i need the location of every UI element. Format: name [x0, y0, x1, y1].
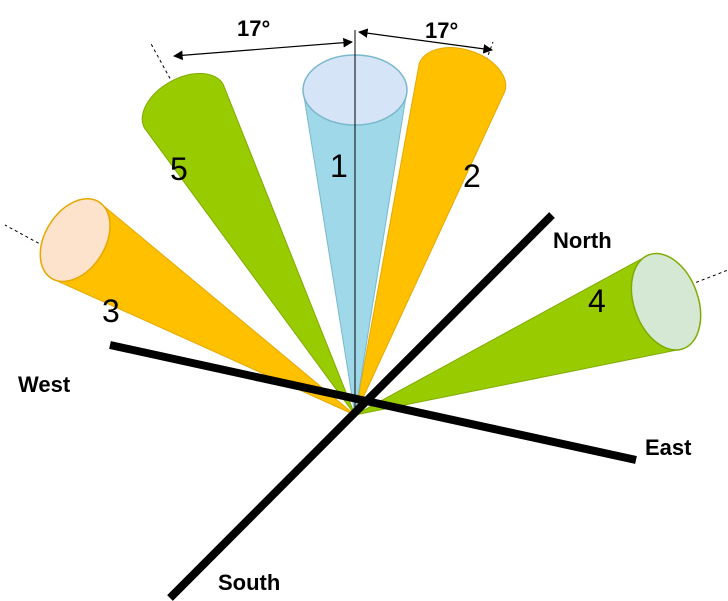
- cone-label: 3: [102, 293, 120, 329]
- direction-label: East: [645, 435, 692, 460]
- cone-4: [354, 252, 702, 416]
- cone-label: 1: [330, 148, 348, 184]
- direction-label: West: [18, 372, 71, 397]
- angle-arrow: [173, 37, 353, 61]
- angle-label: 17°: [425, 18, 458, 43]
- direction-label: South: [218, 570, 280, 595]
- angle-arrow: [358, 28, 493, 54]
- direction-label: North: [553, 228, 612, 253]
- cone-label: 4: [588, 283, 606, 319]
- west-east-axis: [109, 341, 637, 464]
- cone-5: [141, 72, 356, 416]
- cone-3: [39, 198, 356, 416]
- south-north-axis: [167, 212, 555, 601]
- angle-label: 17°: [237, 16, 270, 41]
- cone-label: 2: [463, 158, 481, 194]
- cone-label: 5: [170, 151, 188, 187]
